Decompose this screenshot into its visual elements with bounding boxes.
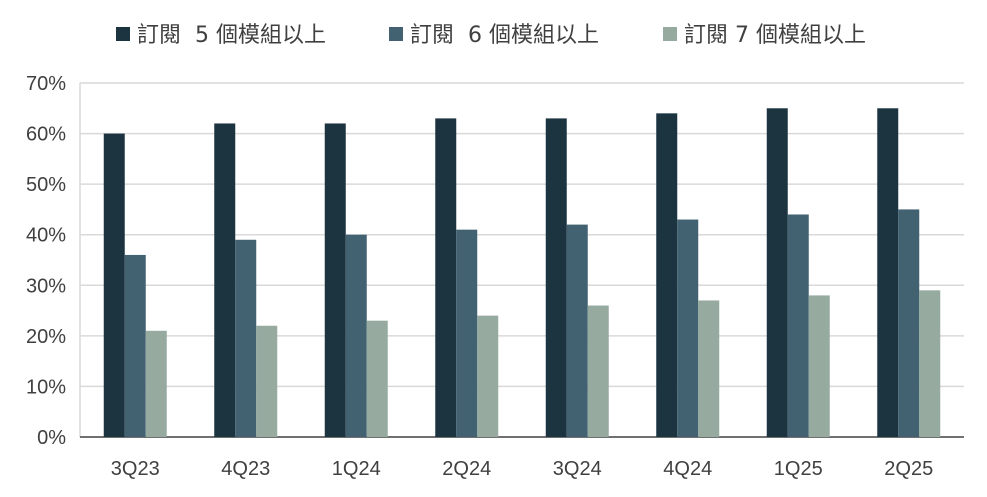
bar-series-3 [808,295,830,437]
x-tick-label: 3Q24 [553,458,602,480]
bar-series-3 [366,320,388,437]
x-tick-label: 4Q24 [663,458,712,480]
legend-swatch [389,27,403,41]
bar-series-2 [235,239,257,437]
bar-series-2 [787,214,809,437]
bar-series-3 [587,305,609,437]
bar-series-2 [124,254,146,437]
legend-label: 訂閱 6 個模組以上 [410,23,599,48]
bar-series-1 [766,108,788,438]
bar-series-2 [456,229,478,437]
y-tick-label: 50% [26,174,66,196]
bar-series-1 [324,123,346,437]
x-tick-label: 1Q25 [774,458,823,480]
bar-series-1 [103,133,125,438]
y-tick-label: 20% [26,326,66,348]
bar-series-1 [214,123,236,437]
x-tick-label: 4Q23 [221,458,270,480]
bar-series-3 [145,330,167,437]
gridlines [79,82,964,438]
y-axis: 0% 10% 20% 30% 40% 50% 60% 70% [26,73,66,449]
legend-swatch [663,27,677,41]
legend-label: 訂閱 5 個模組以上 [137,23,326,48]
x-tick-label: 2Q25 [884,458,933,480]
bar-series-1 [877,108,899,438]
bar-series-2 [345,234,367,437]
y-tick-label: 0% [37,427,66,449]
x-tick-label: 3Q23 [111,458,160,480]
bar-series-3 [477,315,499,437]
bar-series-2 [566,224,588,437]
x-tick-label: 1Q24 [332,458,381,480]
legend-label: 訂閱 7 個模組以上 [684,23,866,48]
legend: 訂閱 5 個模組以上 訂閱 6 個模組以上 訂閱 7 個模組以上 [116,23,866,48]
y-tick-label: 30% [26,275,66,297]
bar-series-3 [256,325,278,437]
y-tick-label: 40% [26,225,66,247]
bar-series-3 [919,290,941,437]
bar-series-1 [435,118,457,438]
y-tick-label: 70% [26,73,66,95]
y-tick-label: 10% [26,376,66,398]
y-tick-label: 60% [26,124,66,146]
x-tick-label: 2Q24 [442,458,491,480]
bar-series-3 [698,300,720,437]
legend-swatch [116,27,130,41]
bar-series-1 [545,118,567,438]
bar-series-2 [677,219,699,437]
bar-series-2 [898,209,920,437]
bars [103,108,941,438]
bar-series-1 [656,113,678,437]
x-axis: 3Q23 4Q23 1Q24 2Q24 3Q24 4Q24 1Q25 2Q25 [111,458,933,480]
